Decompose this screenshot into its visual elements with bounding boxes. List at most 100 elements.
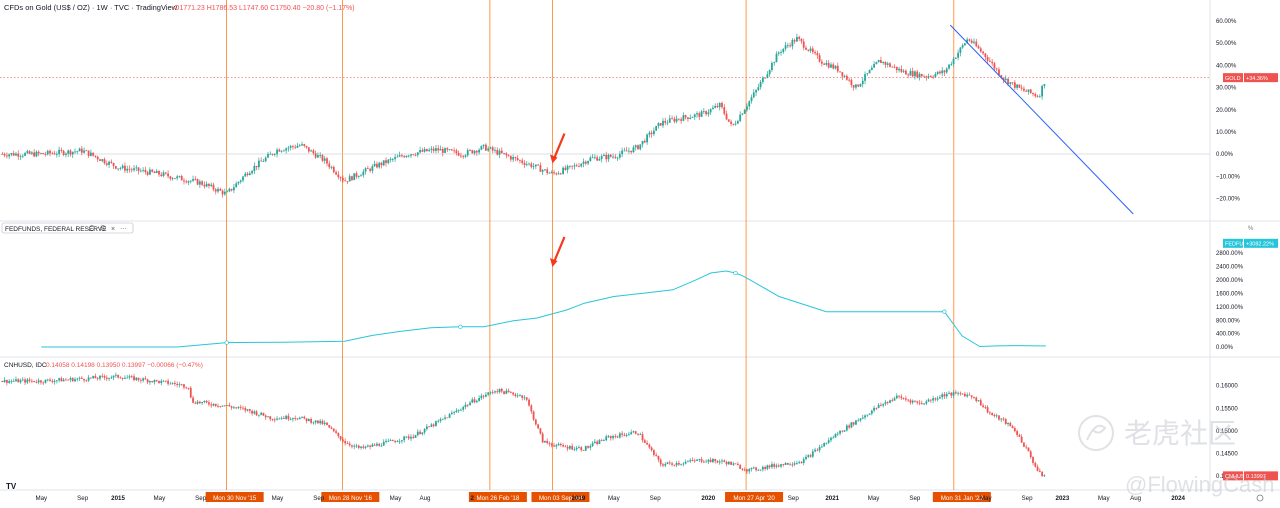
event-label: Mon 03 Sep '18 [539, 495, 583, 502]
cnhusd-candle [904, 398, 907, 400]
cnhusd-candle [423, 429, 426, 433]
cnhusd-candle [714, 459, 717, 462]
gold-candle [782, 48, 785, 53]
gold-candle [764, 77, 767, 79]
gold-candle [67, 150, 70, 154]
gold-candle [800, 38, 803, 42]
cnhusd-candle [589, 445, 592, 448]
gold-candle [959, 47, 962, 53]
gear-icon[interactable] [1256, 494, 1264, 502]
cnhusd-candle [682, 463, 685, 465]
cnhusd-candle [355, 445, 358, 447]
gold-candle [246, 173, 249, 176]
gold-candle [271, 153, 274, 155]
gold-candle [880, 59, 882, 63]
cnhusd-candle [544, 440, 546, 443]
cnhusd-candle [460, 409, 462, 411]
cnhusd-candle [65, 379, 67, 381]
time-tick-label: May [390, 495, 403, 502]
cnhusd-candle [943, 394, 946, 397]
gold-candle [528, 163, 530, 165]
gold-candle [632, 147, 635, 153]
fedfunds-ytick-label: 800.00% [1216, 318, 1240, 324]
cnhusd-candle [730, 461, 732, 465]
cnhusd-candle [841, 430, 844, 432]
cnhusd-candle [312, 422, 315, 424]
gold-candle [307, 147, 310, 152]
gold-candle [578, 166, 580, 167]
time-tick-label: Sep [77, 495, 89, 502]
cnhusd-candle [979, 400, 982, 406]
cnhusd-candle [335, 431, 337, 433]
gold-candle [332, 167, 335, 173]
cnhusd-candle [911, 400, 914, 403]
gold-candle [904, 70, 907, 75]
cnhusd-candle [855, 420, 857, 425]
cnhusd-candle [285, 415, 288, 419]
cnhusd-candle [802, 459, 805, 463]
settings-icon[interactable] [100, 225, 106, 231]
gold-candle [455, 150, 458, 154]
event-label-bg [531, 492, 590, 502]
gold-trendline[interactable] [949, 24, 1134, 215]
cnhusd-candle [128, 376, 131, 378]
gold-candle [235, 183, 238, 188]
gold-candle [303, 144, 306, 146]
more-icon[interactable]: ··· [120, 226, 127, 233]
gold-candle [296, 146, 299, 148]
cnhusd-candle [341, 439, 344, 442]
cnhusd-candle [1016, 431, 1019, 435]
cnhusd-candle [664, 464, 667, 466]
gold-candle [900, 68, 903, 72]
gold-candle [282, 150, 285, 152]
cnhusd-candle [257, 414, 260, 416]
close-icon[interactable]: × [111, 226, 115, 233]
fedfunds-legend[interactable]: FEDFUNDS, FEDERAL RESERVE × ··· [1, 222, 134, 234]
gold-candle [1009, 82, 1012, 85]
eye-icon[interactable] [89, 225, 95, 231]
gold-candle [376, 163, 378, 168]
cnhusd-candle [623, 434, 626, 436]
cnhusd-candle [782, 464, 785, 466]
cnhusd-candle [986, 407, 989, 413]
gold-candle [482, 144, 485, 146]
cnhusd-candle [537, 424, 540, 429]
cnhusd-candle [746, 469, 748, 472]
gold-candle [155, 170, 158, 174]
cnhusd-candle [264, 415, 267, 418]
gold-candle [975, 41, 978, 47]
cnhusd-candle [226, 405, 229, 406]
gold-candle [1018, 84, 1021, 88]
gold-candle [1020, 87, 1023, 89]
gold-candle [489, 147, 492, 149]
gold-candle [428, 149, 431, 152]
gold-candle [791, 40, 794, 47]
gold-candle [771, 62, 773, 71]
gold-candle [178, 176, 181, 177]
cnhusd-candle [314, 420, 317, 423]
gold-candle [950, 64, 953, 65]
cnhusd-candle [948, 392, 950, 394]
gold-candle [33, 152, 36, 157]
cnhusd-candle [961, 393, 964, 395]
cnhusd-candle [743, 469, 746, 471]
fedfunds-legend-box[interactable] [1, 222, 134, 234]
gold-candle [637, 145, 639, 150]
cnhusd-candle [269, 416, 272, 420]
gold-candle [714, 105, 717, 108]
gold-candle [180, 176, 183, 181]
cnhusd-candle [198, 401, 201, 404]
cnhusd-candle [1036, 466, 1039, 471]
gold-candle [802, 41, 805, 48]
cnhusd-candle [550, 443, 553, 446]
gold-candle [589, 157, 592, 161]
cnhusd-candle [1038, 470, 1041, 472]
time-tick-label: May [1098, 495, 1111, 502]
gold-candle [852, 85, 855, 88]
time-tick-label: 2019 [572, 495, 586, 502]
cnhusd-candle [262, 412, 265, 416]
gold-candle [609, 154, 612, 157]
cnhusd-candle [362, 446, 365, 448]
cnhusd-candle [784, 462, 787, 465]
